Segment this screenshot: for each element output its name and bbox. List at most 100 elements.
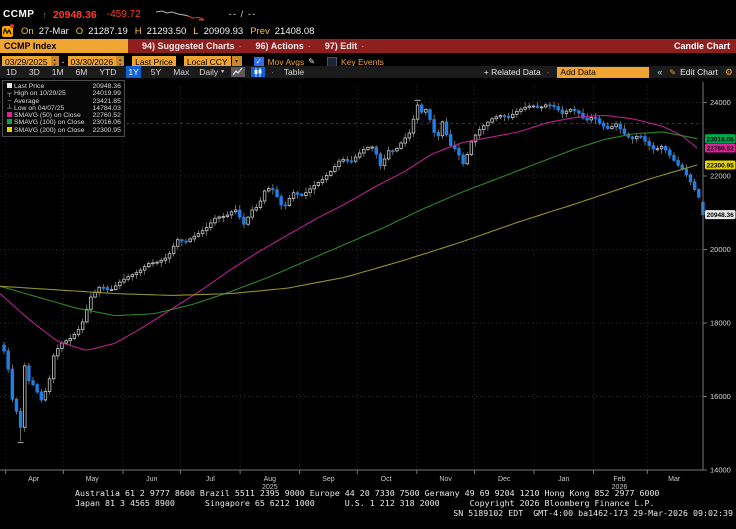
chart-controls: 03/29/2025 ▲ ▼ - 03/30/2026 ▲ ▼ Last Price… [0,55,736,68]
open-label: O [75,26,84,37]
date-to-spinner[interactable]: ▲ ▼ [116,55,125,68]
legend-low: ┴ Low on 04/07/25 14784.03 [5,105,121,112]
menu-separator: · [307,41,311,51]
menu-edit[interactable]: 97) Edit [324,41,358,51]
period-ytd[interactable]: YTD [99,67,117,77]
legend-value: 22760.52 [92,112,121,120]
period-1d[interactable]: 1D [6,67,17,77]
mov-avgs-edit-icon[interactable]: ✎ [308,57,315,66]
period-max[interactable]: Max [173,67,190,77]
frequency-select[interactable]: Daily [199,67,219,77]
svg-text:Nov: Nov [439,476,452,483]
legend-label: Low on 04/07/25 [14,104,65,112]
svg-text:2026: 2026 [612,484,628,490]
ohlc-line: On 27-Mar O 21287.19 H 21293.50 L 20909.… [0,24,736,38]
smavg100-swatch-icon [5,119,14,126]
last-price-swatch-icon [5,83,14,90]
smavg50-swatch-icon [5,112,14,119]
mov-avgs-checkbox[interactable] [253,56,264,67]
low-marker-icon: ┴ [7,104,12,112]
legend-average: ╌ Average 23421.85 [5,98,121,105]
chart-area[interactable]: 14000 16000 18000 20000 22000 24000 Apr May Jun J… [0,78,736,491]
svg-text:14000: 14000 [710,466,731,475]
legend-high: ┬ High on 10/29/25 24019.99 [5,90,121,97]
collapse-icon[interactable]: « [657,67,663,77]
svg-text:22300.95: 22300.95 [707,163,734,170]
toolbar-separator-dot: · [271,67,274,77]
line-chart-type-button[interactable] [231,67,246,77]
alert-icon[interactable] [2,24,14,37]
date-range-dash: - [61,56,65,67]
period-6m[interactable]: 6M [75,67,88,77]
price-chart[interactable]: 14000 16000 18000 20000 22000 24000 Apr May Jun J… [0,78,736,491]
svg-text:20000: 20000 [710,245,731,254]
related-data-button[interactable]: + Related Data [483,67,541,77]
period-1y[interactable]: 1Y [126,66,141,78]
low-label: L [193,26,199,37]
last-price: 20948.36 [52,8,97,21]
legend-value: 23016.06 [92,119,121,127]
quote-line: CCMP ↑ 20948.36 -459.72 -- / -- [0,7,736,22]
high-value: 21293.50 [146,26,187,37]
legend-value: 24019.99 [92,90,121,98]
low-value: 20909.93 [203,26,244,37]
legend-smavg200: SMAVG (200) on Close 22300.95 [5,126,121,134]
chart-legend: Last Price 20948.36 ┬ High on 10/29/25 2… [2,80,125,138]
period-3d[interactable]: 3D [28,67,40,77]
open-value: 21287.19 [88,26,128,37]
currency-select[interactable]: Local CCY [183,55,231,68]
svg-text:May: May [86,476,100,483]
svg-text:Dec: Dec [498,476,511,483]
currency-dropdown-caret-icon[interactable]: ▾ [231,55,242,68]
security-input[interactable]: CCMP Index [0,39,128,53]
price-type-select[interactable]: Last Price [132,55,176,68]
period-1m[interactable]: 1M [51,67,64,77]
svg-text:Aug: Aug [264,476,277,483]
ticker-symbol: CCMP [3,9,35,20]
svg-text:20948.36: 20948.36 [707,212,734,219]
svg-text:22000: 22000 [710,172,731,181]
menu-actions[interactable]: 96) Actions [255,41,304,51]
date-to-input[interactable]: 03/30/2026 [67,55,117,68]
tick-up-arrow-icon: ↑ [42,9,47,20]
sparkline [155,10,204,21]
legend-label: SMAVG (200) on Close [14,126,85,134]
average-marker-icon: ╌ [7,97,12,105]
legend-last-price: Last Price 20948.36 [5,83,121,90]
candle-chart-type-button[interactable] [251,67,266,77]
high-marker-icon: ┬ [7,90,12,98]
terminal-footer: Australia 61 2 9777 8600 Brazil 5511 239… [0,486,736,529]
date-from-input[interactable]: 03/29/2025 [2,55,51,68]
chart-settings-gear-icon[interactable]: ⚙ [724,66,733,77]
price-change: -459.72 [106,9,141,20]
svg-text:22760.52: 22760.52 [707,146,734,153]
svg-text:Apr: Apr [28,476,40,483]
legend-smavg100: SMAVG (100) on Close 23016.06 [5,119,121,126]
date-from-spinner[interactable]: ▲ ▼ [50,55,59,68]
menu-bar: CCMP Index 94) Suggested Charts · 96) Ac… [0,39,736,53]
mov-avgs-label: Mov Avgs [267,56,305,67]
menu-separator: · [361,41,365,51]
menu-separator: · [238,41,242,51]
edit-chart-button[interactable]: Edit Chart [680,67,718,77]
legend-label: SMAVG (50) on Close [14,112,81,120]
period-5y[interactable]: 5Y [150,67,162,77]
key-events-checkbox[interactable] [326,56,337,67]
svg-text:23016.06: 23016.06 [707,136,734,143]
svg-text:Oct: Oct [381,476,392,483]
svg-text:24000: 24000 [710,98,731,107]
svg-text:Jul: Jul [206,476,215,483]
smavg200-swatch-icon [5,126,14,134]
legend-value: 22300.95 [92,126,121,134]
legend-value: 23421.85 [92,97,121,105]
footer-session-info: SN 5189102 EDT GMT-4:00 ba1462-173 29-Ma… [453,508,733,518]
svg-text:16000: 16000 [710,392,731,401]
edit-chart-pencil-icon: ✎ [669,67,677,77]
add-data-input[interactable]: Add Data [557,66,650,78]
menu-suggested-charts[interactable]: 94) Suggested Charts [142,41,235,51]
legend-label: High on 10/29/25 [14,90,66,98]
table-button[interactable]: Table [283,67,305,77]
svg-text:Jun: Jun [146,476,157,483]
frequency-caret-icon: ▼ [220,69,226,75]
